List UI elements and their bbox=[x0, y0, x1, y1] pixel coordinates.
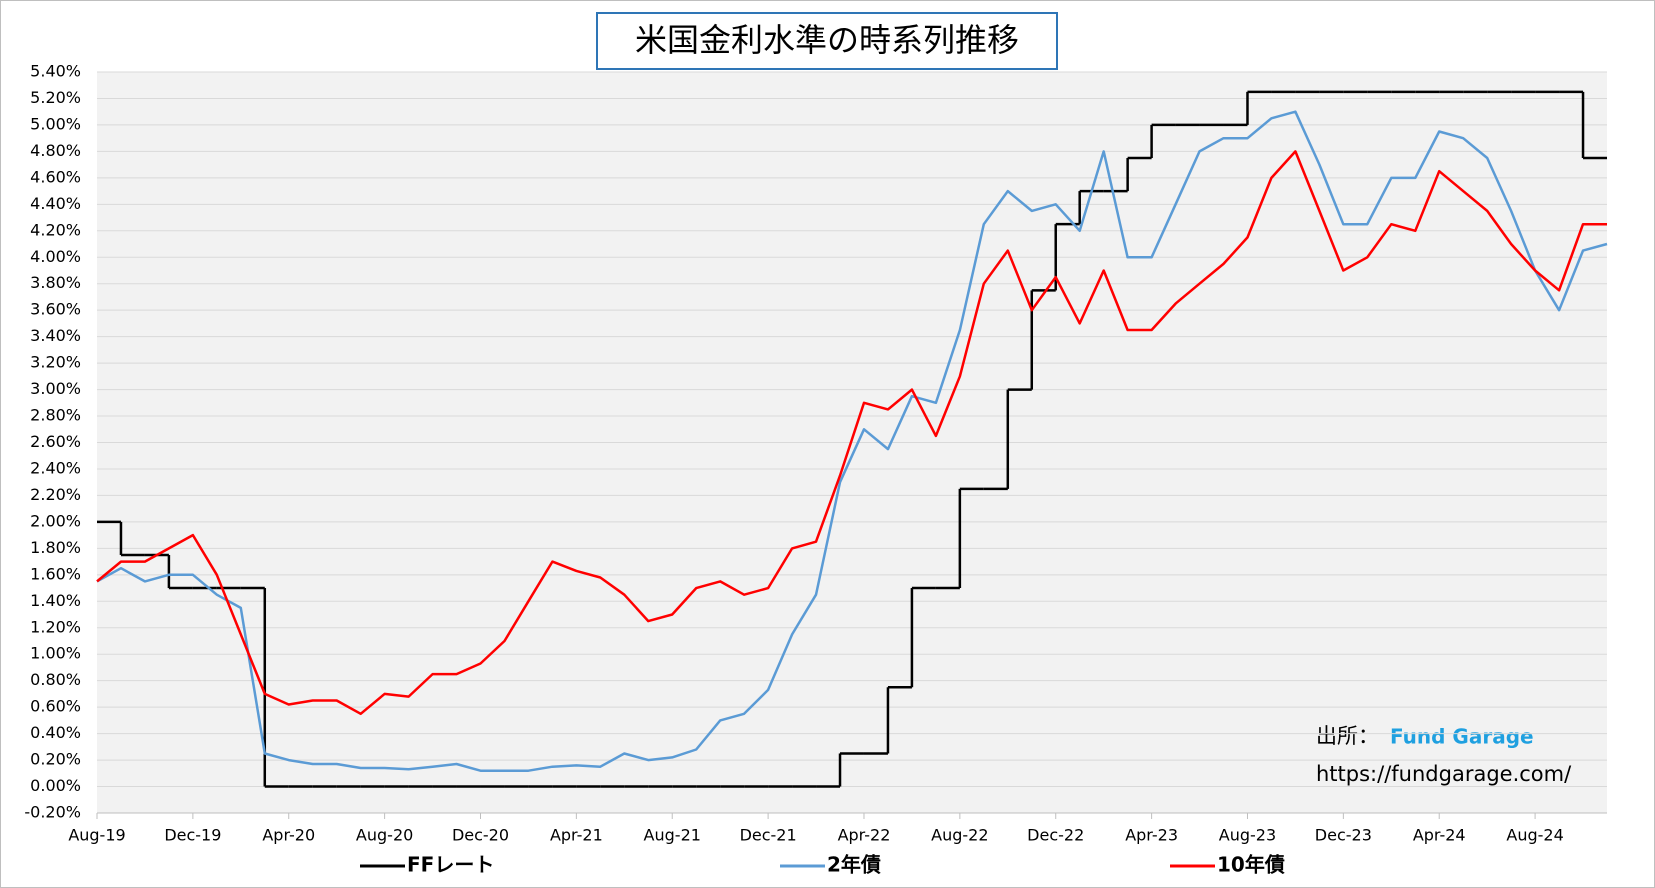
x-tick-label: Dec-22 bbox=[1027, 826, 1084, 845]
y-tick-label: 1.40% bbox=[30, 591, 81, 610]
y-tick-label: 3.60% bbox=[30, 300, 81, 319]
y-tick-label: 0.60% bbox=[30, 697, 81, 716]
y-tick-label: 3.40% bbox=[30, 326, 81, 345]
x-tick-label: Dec-23 bbox=[1315, 826, 1372, 845]
y-tick-label: 5.40% bbox=[30, 62, 81, 81]
x-tick-label: Apr-20 bbox=[262, 826, 315, 845]
x-tick-label: Dec-20 bbox=[452, 826, 509, 845]
y-tick-label: 1.60% bbox=[30, 564, 81, 583]
x-tick-label: Aug-20 bbox=[356, 826, 413, 845]
y-tick-label: 2.40% bbox=[30, 458, 81, 477]
y-tick-label: 0.40% bbox=[30, 723, 81, 742]
y-tick-label: 4.20% bbox=[30, 220, 81, 239]
y-tick-label: 1.20% bbox=[30, 617, 81, 636]
x-tick-label: Dec-21 bbox=[740, 826, 797, 845]
source-url: https://fundgarage.com/ bbox=[1316, 762, 1572, 786]
x-tick-label: Aug-21 bbox=[644, 826, 701, 845]
y-tick-label: 1.80% bbox=[30, 538, 81, 557]
chart-title: 米国金利水準の時系列推移 bbox=[635, 21, 1019, 59]
y-tick-label: 3.20% bbox=[30, 353, 81, 372]
y-tick-label: 4.80% bbox=[30, 141, 81, 160]
y-tick-label: 4.40% bbox=[30, 194, 81, 213]
series-line bbox=[96, 110, 1608, 772]
y-tick-label: 3.80% bbox=[30, 273, 81, 292]
legend-label: 10年債 bbox=[1217, 853, 1285, 877]
y-tick-label: 4.00% bbox=[30, 247, 81, 266]
title-box bbox=[596, 12, 1058, 70]
x-tick-label: Apr-21 bbox=[550, 826, 603, 845]
x-tick-label: Apr-22 bbox=[838, 826, 891, 845]
y-tick-label: 2.20% bbox=[30, 485, 81, 504]
y-tick-label: 5.20% bbox=[30, 88, 81, 107]
x-tick-label: Aug-19 bbox=[68, 826, 125, 845]
x-tick-label: Apr-24 bbox=[1413, 826, 1466, 845]
x-tick-label: Apr-23 bbox=[1125, 826, 1178, 845]
y-tick-label: -0.20% bbox=[24, 803, 81, 822]
y-tick-label: 0.20% bbox=[30, 750, 81, 769]
y-tick-label: 0.00% bbox=[30, 776, 81, 795]
source-name: Fund Garage bbox=[1390, 725, 1534, 749]
x-tick-label: Aug-22 bbox=[931, 826, 988, 845]
legend-label: 2年債 bbox=[827, 853, 881, 877]
y-tick-label: 2.60% bbox=[30, 432, 81, 451]
y-tick-label: 2.80% bbox=[30, 406, 81, 425]
x-tick-label: Aug-24 bbox=[1506, 826, 1563, 845]
legend-label: FFレート bbox=[407, 853, 494, 877]
series-line bbox=[96, 150, 1607, 716]
y-tick-label: 3.00% bbox=[30, 379, 81, 398]
x-tick-label: Aug-23 bbox=[1219, 826, 1276, 845]
y-tick-label: 2.00% bbox=[30, 511, 81, 530]
source-label: 出所： bbox=[1316, 724, 1379, 748]
y-tick-label: 5.00% bbox=[30, 114, 81, 133]
x-tick-label: Dec-19 bbox=[164, 826, 221, 845]
y-tick-label: 4.60% bbox=[30, 167, 81, 186]
y-tick-label: 1.00% bbox=[30, 644, 81, 663]
y-tick-label: 0.80% bbox=[30, 670, 81, 689]
